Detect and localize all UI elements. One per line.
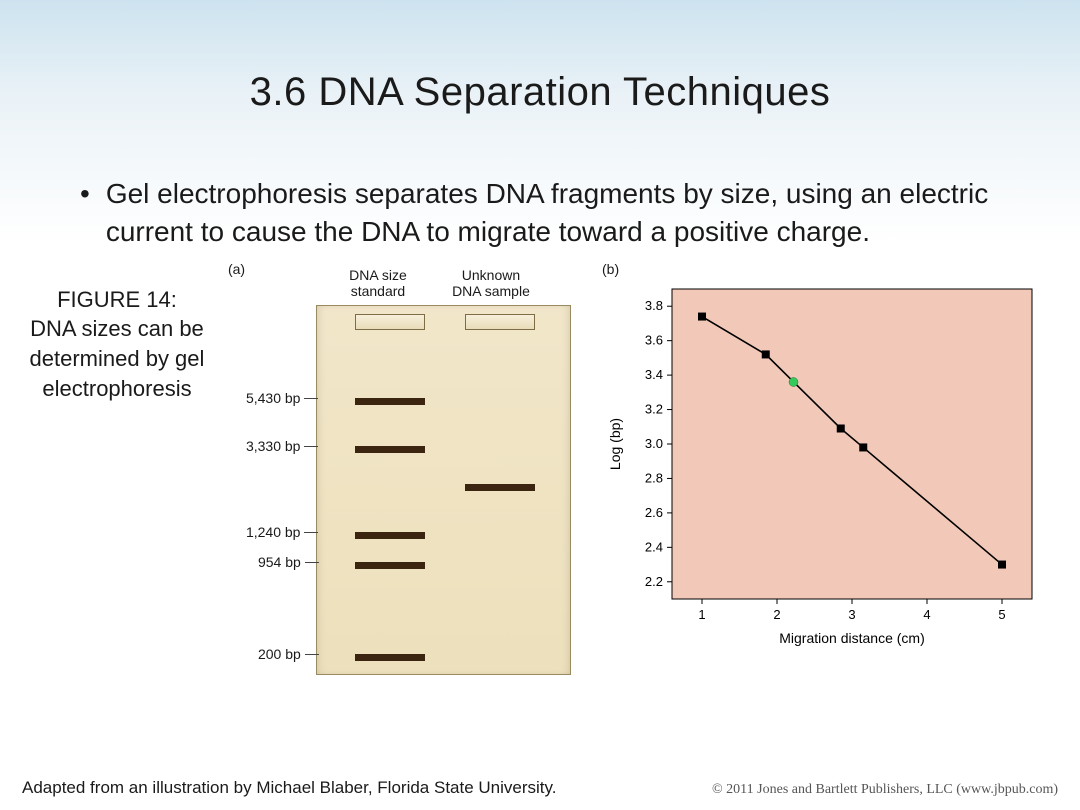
ytick-label: 3.8 bbox=[645, 298, 663, 313]
gel-band bbox=[355, 562, 425, 569]
panel-a-label: (a) bbox=[228, 261, 245, 277]
xtick-label: 1 bbox=[698, 607, 705, 622]
bp-size-label: 200 bp bbox=[258, 646, 319, 662]
log-bp-chart: 2.2 2.4 2.6 2.8 3.0 3.2 3.4 3.6 3.8 1 2 3 4 5 Migratio… bbox=[602, 261, 1052, 651]
ytick-label: 2.2 bbox=[645, 573, 663, 588]
xlabel: Migration distance (cm) bbox=[779, 630, 925, 646]
bp-size-label: 954 bp bbox=[258, 554, 319, 570]
lane2-header: Unknown DNA sample bbox=[446, 267, 536, 299]
standard-point bbox=[837, 424, 845, 432]
unknown-band bbox=[465, 484, 535, 491]
ytick-label: 2.4 bbox=[645, 539, 663, 554]
panel-b-chart: (b) 2.2 2.4 2.6 2.8 3.0 3.2 3.4 3.6 3.8 1 2 3 4 5 Migr… bbox=[602, 261, 1052, 661]
unknown-point bbox=[789, 377, 798, 386]
xtick-label: 5 bbox=[998, 607, 1005, 622]
ytick-label: 3.2 bbox=[645, 401, 663, 416]
copyright-text: © 2011 Jones and Bartlett Publishers, LL… bbox=[712, 782, 1058, 798]
bp-size-label: 3,330 bp bbox=[246, 438, 319, 454]
plot-area bbox=[672, 289, 1032, 599]
panel-b-label: (b) bbox=[602, 261, 619, 277]
figure-row: FIGURE 14:DNA sizes can be determined by… bbox=[0, 251, 1080, 681]
xtick-label: 2 bbox=[773, 607, 780, 622]
standard-point bbox=[859, 443, 867, 451]
bullet-text: Gel electrophoresis separates DNA fragme… bbox=[106, 175, 1020, 251]
well-lane1 bbox=[355, 314, 425, 330]
panel-a-gel: (a) DNA size standard Unknown DNA sample… bbox=[216, 261, 602, 681]
bullet-item: • Gel electrophoresis separates DNA frag… bbox=[80, 175, 1020, 251]
gel-band bbox=[355, 654, 425, 661]
gel-box bbox=[316, 305, 571, 675]
page-title: 3.6 DNA Separation Techniques bbox=[0, 0, 1080, 145]
gel-band bbox=[355, 398, 425, 405]
figure-caption: FIGURE 14:DNA sizes can be determined by… bbox=[18, 261, 216, 404]
ytick-label: 2.6 bbox=[645, 504, 663, 519]
bp-size-label: 5,430 bp bbox=[246, 390, 319, 406]
ytick-label: 3.6 bbox=[645, 332, 663, 347]
lane1-header: DNA size standard bbox=[338, 267, 418, 299]
bp-size-label: 1,240 bp bbox=[246, 524, 319, 540]
ytick-label: 2.8 bbox=[645, 470, 663, 485]
bullet-list: • Gel electrophoresis separates DNA frag… bbox=[0, 145, 1080, 251]
ytick-label: 3.4 bbox=[645, 367, 663, 382]
standard-point bbox=[762, 350, 770, 358]
attribution-text: Adapted from an illustration by Michael … bbox=[22, 778, 557, 798]
xtick-label: 3 bbox=[848, 607, 855, 622]
xtick-label: 4 bbox=[923, 607, 930, 622]
gel-band bbox=[355, 532, 425, 539]
well-lane2 bbox=[465, 314, 535, 330]
standard-point bbox=[698, 312, 706, 320]
footer: Adapted from an illustration by Michael … bbox=[22, 778, 1058, 798]
bullet-dot-icon: • bbox=[80, 175, 90, 251]
ylabel: Log (bp) bbox=[607, 418, 623, 470]
gel-band bbox=[355, 446, 425, 453]
standard-point bbox=[998, 560, 1006, 568]
ytick-label: 3.0 bbox=[645, 436, 663, 451]
